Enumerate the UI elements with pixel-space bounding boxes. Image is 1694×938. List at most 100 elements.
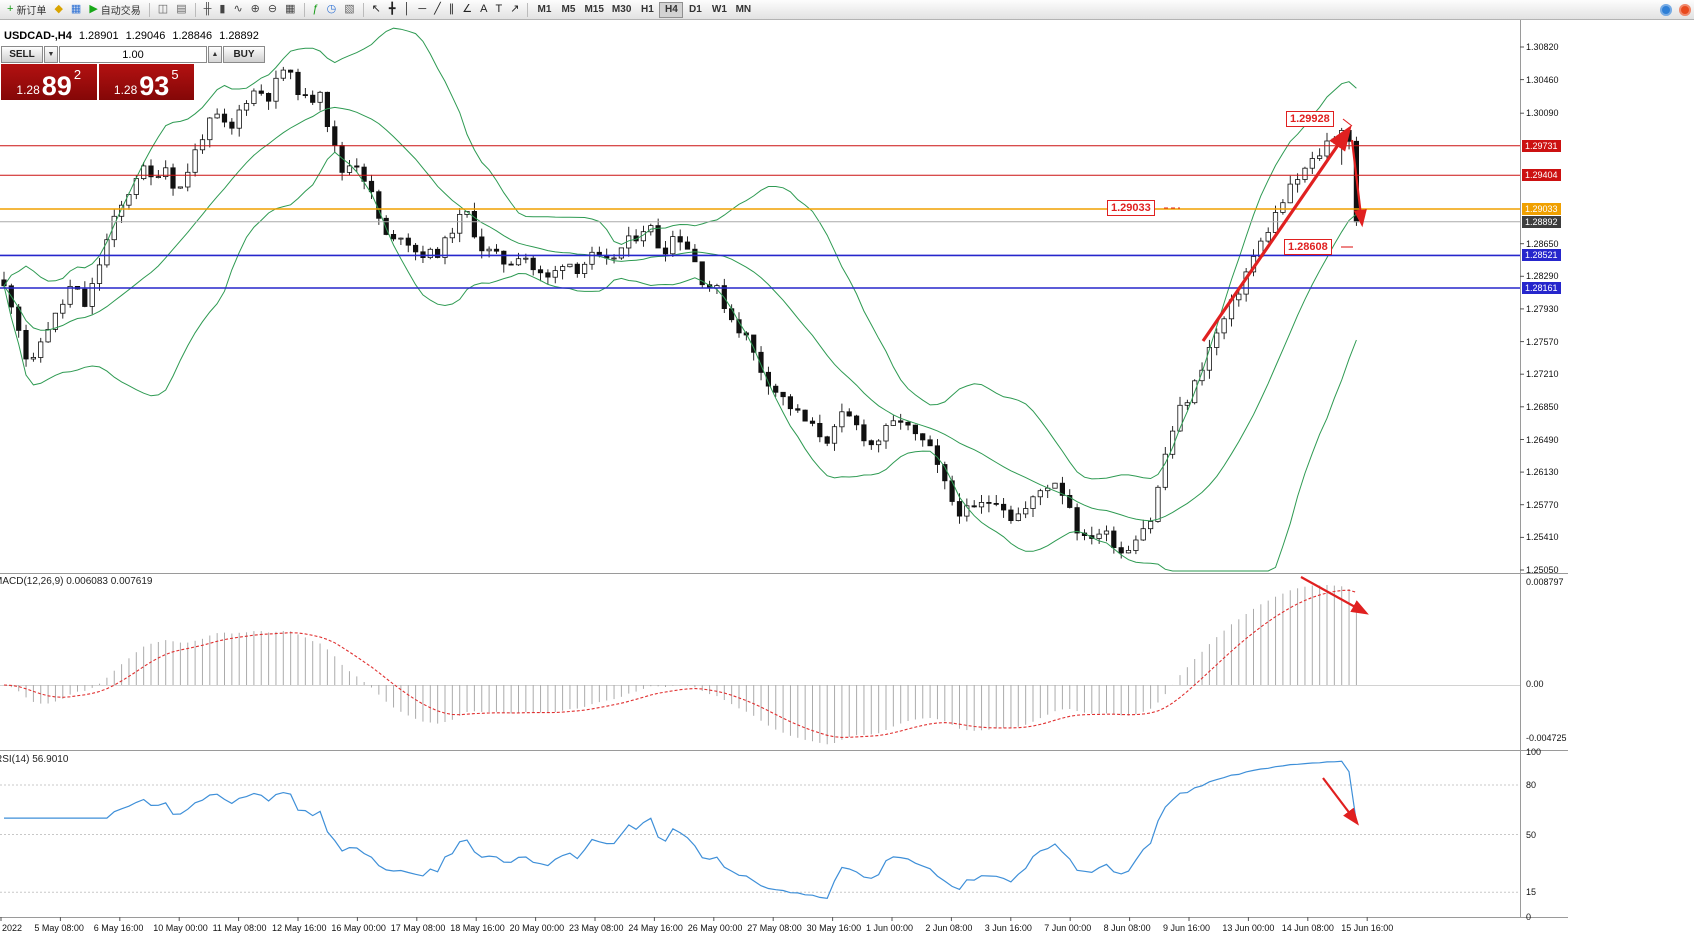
grid-button[interactable]: ▦	[281, 2, 299, 18]
chart-profiles-icon: ◆	[54, 3, 63, 15]
line-chart-type-button[interactable]: ∿	[229, 2, 246, 18]
price-scale-label: 1.30090	[1526, 108, 1559, 119]
sell-price-big: 89	[41, 70, 72, 101]
trend-arrow[interactable]	[1300, 576, 1369, 615]
market-watch-button[interactable]: ▦	[67, 2, 85, 18]
timeframe-h1-button[interactable]: H1	[635, 2, 659, 18]
cursor-icon: ↖	[371, 3, 381, 15]
toolbar-right-icons	[1660, 3, 1694, 16]
alerts-icon[interactable]	[1660, 3, 1672, 16]
bollinger-upper-band	[3, 27, 1357, 480]
text-button[interactable]: A	[476, 2, 491, 18]
buy-button[interactable]: BUY	[223, 46, 265, 63]
ohlc-low: 1.28846	[172, 30, 213, 42]
text-icon: A	[480, 3, 488, 15]
price-scale-label: 1.30460	[1526, 74, 1559, 85]
text-label-button[interactable]: T	[492, 2, 507, 18]
auto-trading-button[interactable]: ▶ 自动交易	[85, 2, 144, 18]
crosshair-button[interactable]: ╋	[385, 2, 400, 18]
price-scale-label: 1.25770	[1526, 499, 1559, 510]
rsi-scale: 100 80 50 15 0	[1522, 0, 1582, 938]
chart-profiles-button[interactable]: ◆	[50, 2, 66, 18]
price-scale-label: 1.27210	[1526, 369, 1559, 380]
price-line-label: 1.29731	[1522, 139, 1561, 152]
vertical-line-icon: │	[403, 3, 411, 15]
timeframe-d1-button[interactable]: D1	[683, 2, 707, 18]
price-annotation[interactable]: 1.28608	[1284, 239, 1332, 255]
templates-button[interactable]: ▧	[340, 2, 358, 18]
candlestick-type-button[interactable]: ▮	[215, 2, 229, 18]
main-toolbar: + 新订单 ◆ ▦ ▶ 自动交易 ◫ ▤ ╫ ▮ ∿ ⊕ ⊖ ▦ ƒ ◷ ▧ ↖ ╋ │ ─ ╱ ∥ ∠ A T ↗ M1 M5 M15 M…	[0, 0, 1694, 20]
buy-price-button[interactable]: 1.28 93 5	[98, 64, 194, 101]
periods-button[interactable]: ◷	[323, 2, 341, 18]
trend-arrow[interactable]	[1350, 139, 1367, 228]
ohlc-close: 1.28892	[219, 30, 259, 42]
new-order-icon: +	[7, 3, 14, 15]
sell-button[interactable]: SELL	[1, 46, 43, 63]
macd-scale: 0.008797 0.00 -0.004725	[1522, 0, 1582, 938]
timeframe-h4-button[interactable]: H4	[659, 1, 684, 18]
sell-price-button[interactable]: 1.28 89 2	[1, 64, 97, 100]
rsi-scale-label: 50	[1526, 829, 1537, 840]
trend-arrow[interactable]	[1201, 125, 1352, 342]
tile-windows-button[interactable]: ◫	[154, 2, 172, 18]
rsi-scale-label: 15	[1526, 887, 1537, 898]
horizontal-line-button[interactable]: ─	[414, 2, 430, 18]
zoom-out-button[interactable]: ⊖	[264, 2, 281, 18]
line-chart-type-icon: ∿	[233, 3, 243, 15]
arrows-button[interactable]: ↗	[506, 2, 523, 18]
timeframe-m30-button[interactable]: M30	[608, 2, 635, 18]
price-scale-label: 1.26850	[1526, 401, 1559, 412]
ohlc-open: 1.28901	[78, 30, 119, 42]
price-annotation[interactable]: 1.29033	[1107, 200, 1155, 216]
cascade-windows-button[interactable]: ▤	[172, 2, 190, 18]
zoom-in-button[interactable]: ⊕	[247, 2, 264, 18]
price-scale-label: 1.27930	[1526, 303, 1559, 314]
timeframe-m1-button[interactable]: M1	[532, 2, 556, 18]
timeframe-w1-button[interactable]: W1	[707, 2, 731, 18]
volume-down-button[interactable]: ▼	[44, 46, 58, 63]
rsi-line	[4, 760, 1357, 900]
indicators-button[interactable]: ƒ	[309, 2, 323, 18]
macd-histogram	[10, 585, 1357, 745]
price-scale-label: 1.25050	[1526, 565, 1559, 575]
new-order-label: 新订单	[16, 6, 47, 17]
rsi-scale-label: 0	[1526, 912, 1532, 922]
buy-price-big: 93	[139, 70, 170, 101]
fibonacci-button[interactable]: ∠	[458, 2, 476, 18]
timeframe-m5-button[interactable]: M5	[556, 2, 580, 18]
zoom-in-icon: ⊕	[250, 3, 260, 15]
macd-indicator-label: MACD(12,26,9) 0.006083 0.007619	[0, 576, 153, 587]
symbol-period-label: USDCAD-,H4	[4, 30, 72, 42]
text-label-icon: T	[495, 3, 503, 15]
candles-layer	[1, 66, 1359, 559]
timeframe-m15-button[interactable]: M15	[580, 2, 607, 18]
indicators-icon: ƒ	[312, 3, 319, 15]
price-line-label: 1.29404	[1522, 169, 1561, 182]
price-annotation[interactable]: 1.29928	[1286, 111, 1334, 127]
volume-input[interactable]	[59, 46, 207, 63]
sell-price-pip: 2	[73, 67, 82, 82]
new-order-button[interactable]: + 新订单	[3, 2, 50, 18]
toolbar-separator	[362, 2, 364, 17]
toolbar-separator	[303, 2, 305, 17]
caret-down-icon: ▼	[47, 51, 55, 58]
news-badge-icon[interactable]	[1679, 3, 1691, 16]
volume-up-button[interactable]: ▲	[208, 46, 222, 63]
macd-scale-label: 0.00	[1526, 679, 1544, 689]
zoom-out-icon: ⊖	[267, 3, 278, 15]
sell-price-prefix: 1.28	[16, 82, 40, 97]
vertical-line-button[interactable]: │	[400, 2, 415, 18]
cursor-button[interactable]: ↖	[368, 2, 385, 18]
market-watch-icon: ▦	[70, 3, 82, 15]
toolbar-separator	[148, 2, 150, 17]
trend-arrow[interactable]	[1322, 777, 1359, 826]
price-line-label: 1.28161	[1522, 282, 1561, 294]
macd-signal-line	[3, 589, 1357, 738]
timeframe-mn-button[interactable]: MN	[731, 2, 755, 18]
bar-chart-type-button[interactable]: ╫	[200, 2, 216, 18]
equidistant-channel-button[interactable]: ∥	[445, 2, 459, 18]
trendline-button[interactable]: ╱	[430, 2, 445, 18]
